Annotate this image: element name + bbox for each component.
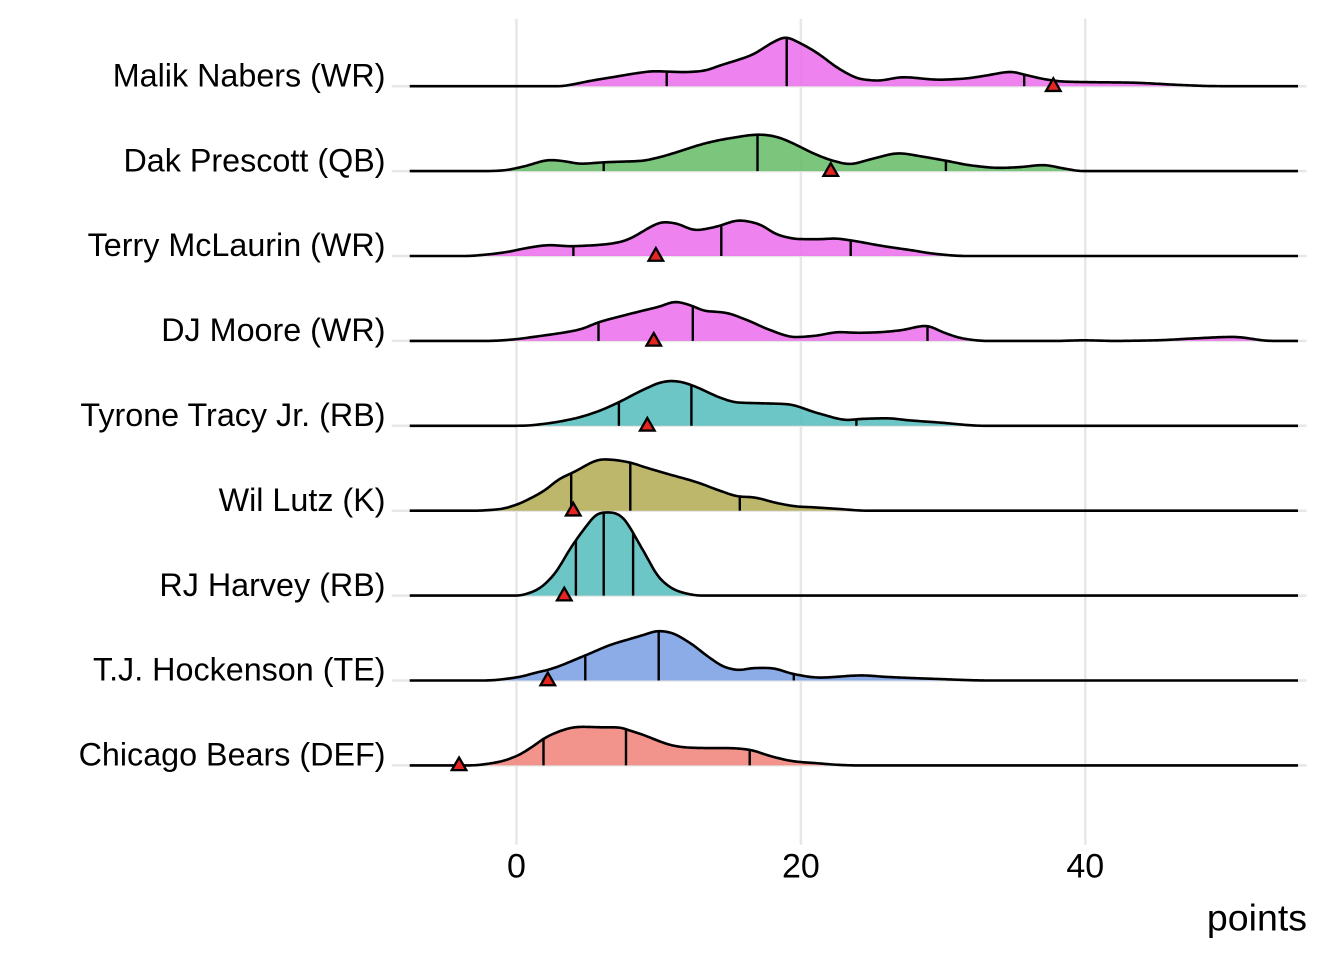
svg-text:points: points [1207, 897, 1307, 939]
svg-text:Tyrone Tracy Jr. (RB): Tyrone Tracy Jr. (RB) [80, 397, 385, 433]
svg-text:20: 20 [782, 848, 820, 886]
svg-text:0: 0 [507, 848, 526, 886]
svg-text:Wil Lutz (K): Wil Lutz (K) [219, 482, 386, 518]
svg-text:T.J. Hockenson (TE): T.J. Hockenson (TE) [93, 652, 386, 688]
svg-text:DJ Moore (WR): DJ Moore (WR) [161, 312, 385, 348]
svg-text:40: 40 [1066, 848, 1104, 886]
svg-text:Terry McLaurin (WR): Terry McLaurin (WR) [88, 227, 386, 263]
svg-text:Dak Prescott (QB): Dak Prescott (QB) [123, 142, 385, 178]
svg-text:RJ Harvey (RB): RJ Harvey (RB) [159, 567, 385, 603]
svg-text:Chicago Bears (DEF): Chicago Bears (DEF) [79, 737, 386, 773]
svg-text:Malik Nabers (WR): Malik Nabers (WR) [113, 57, 386, 93]
